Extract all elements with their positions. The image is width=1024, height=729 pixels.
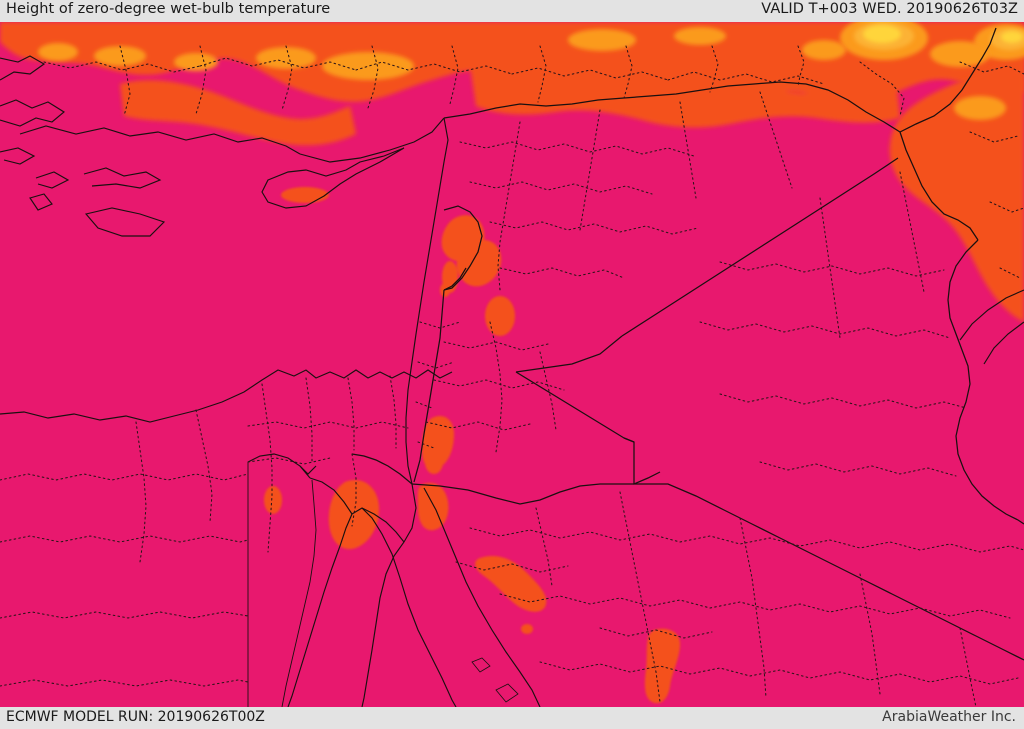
band-orange-arabia (264, 415, 680, 704)
band-light-orange-anatolia (38, 27, 726, 80)
page-title: Height of zero-degree wet-bulb temperatu… (6, 1, 331, 17)
weather-heatmap-svg (0, 22, 1024, 707)
map-canvas[interactable] (0, 22, 1024, 707)
footer-bar: ECMWF MODEL RUN: 20190626T00Z ArabiaWeat… (0, 707, 1024, 729)
band-orange-levant (281, 187, 515, 336)
country-borders (247, 27, 1024, 707)
band-orange-anatolia (0, 22, 1024, 146)
model-run-label: ECMWF MODEL RUN: 20190626T00Z (6, 709, 265, 725)
valid-time-label: VALID T+003 WED. 20190626T03Z (761, 1, 1018, 17)
band-magenta (0, 22, 1024, 707)
attribution-label: ArabiaWeather Inc. (882, 709, 1016, 725)
admin-boundaries (0, 45, 1024, 707)
coastlines (0, 55, 1024, 707)
header-bar: Height of zero-degree wet-bulb temperatu… (0, 0, 1024, 22)
